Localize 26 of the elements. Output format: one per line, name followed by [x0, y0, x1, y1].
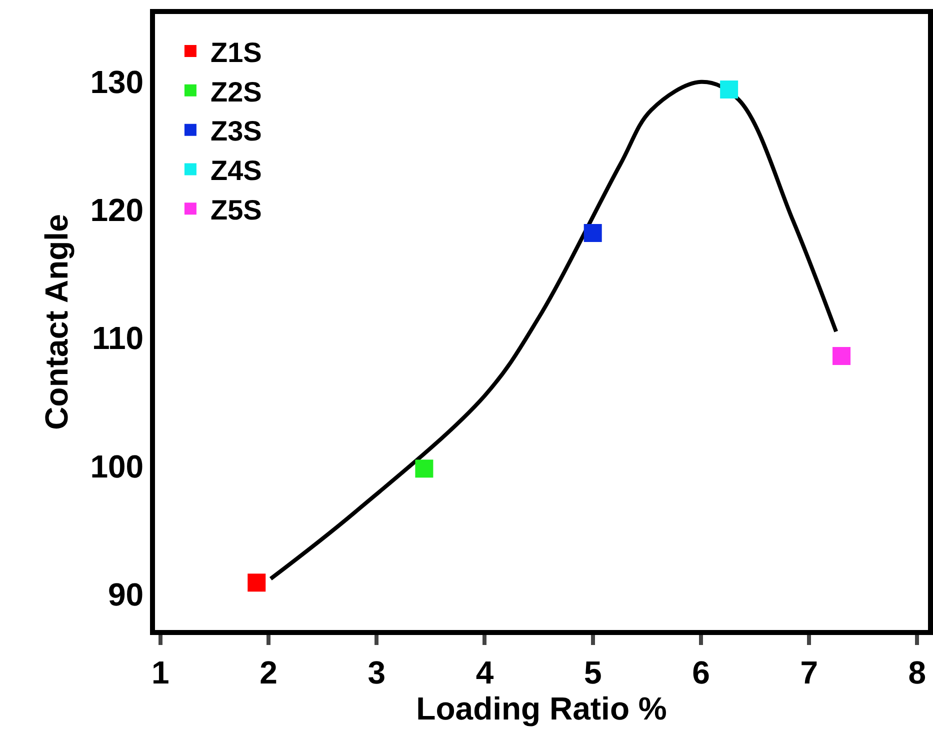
- x-tick-label: 5: [584, 654, 602, 690]
- legend-label: Z3S: [210, 116, 262, 147]
- legend-label: Z2S: [210, 76, 262, 108]
- x-tick-label: 7: [800, 654, 818, 690]
- point: [415, 460, 434, 478]
- y-tick-label: 90: [108, 576, 144, 612]
- point: [248, 574, 266, 592]
- legend-label: Z5S: [210, 194, 262, 226]
- x-tick-label: 4: [476, 654, 494, 690]
- y-axis-title: Contact Angle: [38, 214, 75, 430]
- x-tick-label: 6: [692, 654, 710, 690]
- x-tick-label: 1: [152, 654, 170, 690]
- x-axis-title: Loading Ratio %: [416, 690, 667, 726]
- point: [584, 224, 602, 242]
- y-tick-label: 130: [90, 64, 144, 100]
- legend-label: Z4S: [210, 155, 262, 186]
- y-tick-label: 110: [92, 320, 144, 356]
- y-tick-label: 100: [90, 448, 144, 484]
- legend-label: Z1S: [210, 36, 262, 68]
- x-tick-label: 8: [908, 654, 926, 690]
- x-tick-label: 3: [368, 654, 386, 690]
- x-tick-label: 2: [260, 654, 278, 690]
- line-series: [268, 80, 838, 581]
- point: [720, 80, 738, 99]
- y-tick-label: 120: [90, 192, 144, 228]
- point: [832, 346, 851, 365]
